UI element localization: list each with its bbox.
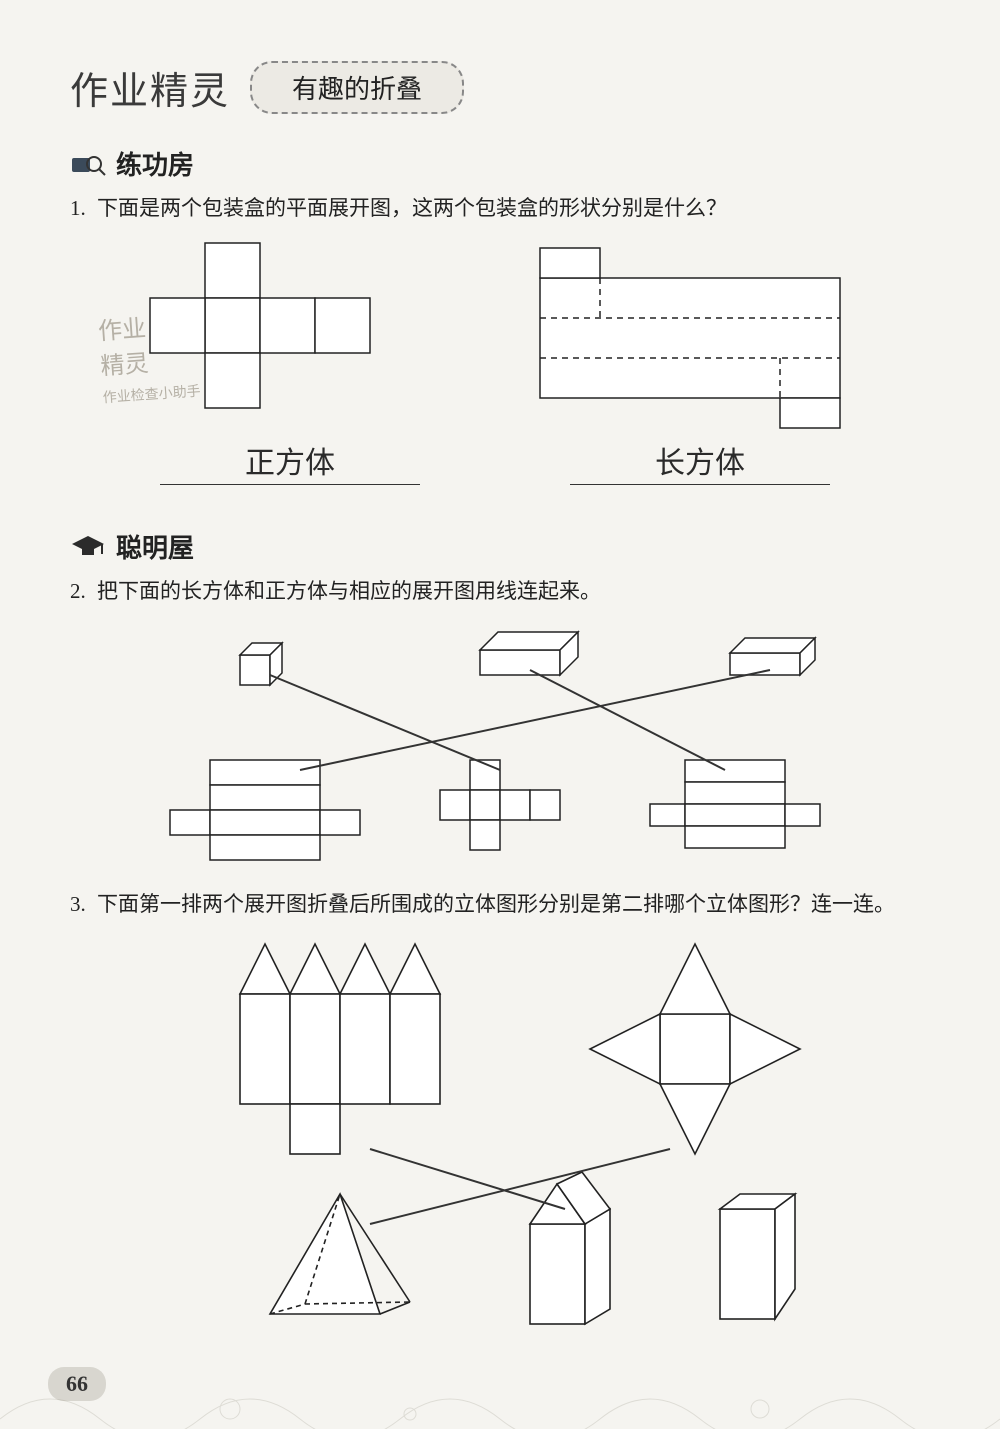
section-2-label: 聪明屋 [116, 528, 194, 565]
q3-number: 3. [70, 892, 86, 916]
page-header: 作业精灵 有趣的折叠 [70, 60, 930, 115]
section-2-head: 聪明屋 [70, 528, 930, 565]
cube-net-diagram [130, 238, 410, 458]
grad-cap-icon [70, 532, 106, 560]
question-3: 3. 下面第一排两个展开图折叠后所围成的立体图形分别是第二排哪个立体图形？连一连… [70, 888, 930, 922]
footer-decoration [0, 1369, 1000, 1429]
q3-svg [110, 934, 930, 1334]
q3-text: 下面第一排两个展开图折叠后所围成的立体图形分别是第二排哪个立体图形？连一连。 [97, 892, 895, 916]
question-1: 1. 下面是两个包装盒的平面展开图，这两个包装盒的形状分别是什么？ [70, 192, 930, 226]
question-2: 2. 把下面的长方体和正方体与相应的展开图用线连起来。 [70, 575, 930, 609]
magnifier-book-icon [70, 150, 106, 178]
q2-number: 2. [70, 579, 86, 603]
q1-answer-right: 长方体 [570, 438, 830, 485]
q2-svg [110, 620, 930, 880]
section-1-label: 练功房 [116, 145, 194, 182]
q1-number: 1. [70, 196, 86, 220]
q3-diagram-area [70, 934, 930, 1334]
q1-answer-left: 正方体 [160, 438, 420, 485]
lesson-pill: 有趣的折叠 [250, 61, 464, 114]
q1-diagram-area: 作业 精灵 作业检查小助手 [70, 238, 930, 488]
q1-text: 下面是两个包装盒的平面展开图，这两个包装盒的形状分别是什么？ [97, 196, 727, 220]
cuboid-net-diagram [510, 238, 910, 448]
brush-title: 作业精灵 [70, 60, 230, 115]
q2-text: 把下面的长方体和正方体与相应的展开图用线连起来。 [97, 579, 601, 603]
section-1-head: 练功房 [70, 145, 930, 182]
q2-diagram-area [70, 620, 930, 880]
